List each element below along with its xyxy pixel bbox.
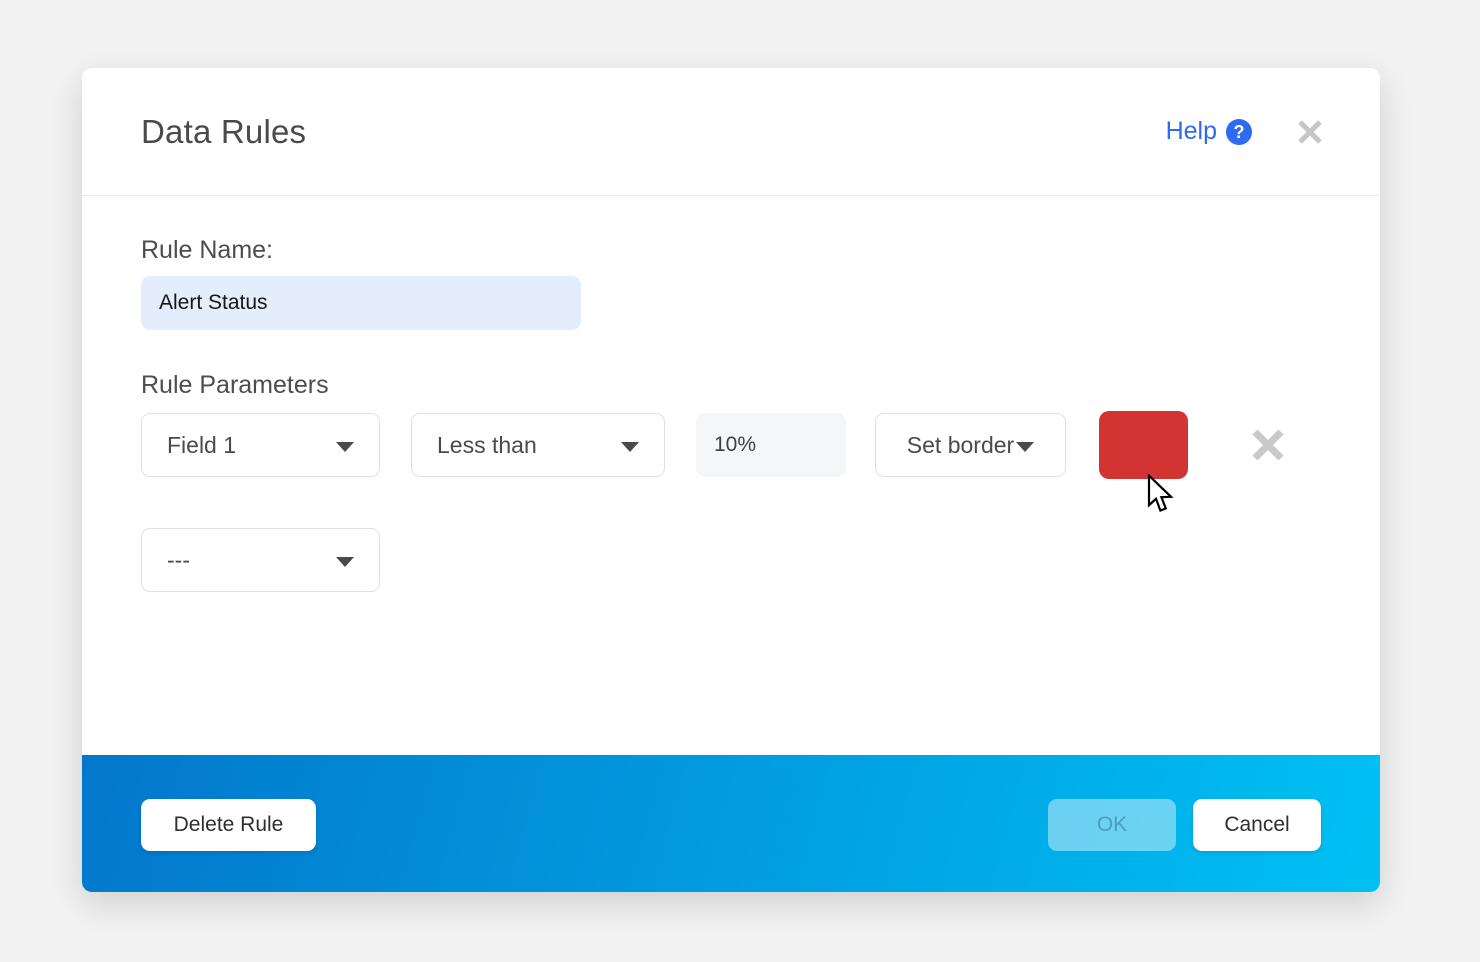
header-actions: Help ?: [1166, 116, 1326, 148]
close-icon[interactable]: [1294, 116, 1326, 148]
chevron-down-icon: [336, 556, 354, 567]
cancel-button[interactable]: Cancel: [1193, 799, 1321, 851]
field-dropdown[interactable]: Field 1: [141, 413, 380, 477]
operator-dropdown-value: Less than: [437, 431, 537, 458]
action-dropdown-value: Set border: [906, 431, 1015, 458]
chevron-down-icon: [621, 441, 639, 452]
secondary-field-dropdown[interactable]: ---: [141, 528, 380, 592]
modal-footer: Delete Rule OK Cancel: [82, 755, 1380, 892]
dialog-title: Data Rules: [141, 112, 307, 150]
rule-parameter-row: Field 1 Less than Set border: [141, 411, 1291, 479]
secondary-dropdown-value: ---: [167, 546, 190, 573]
data-rules-dialog: Data Rules Help ? Rule Name: Rule Parame…: [82, 68, 1380, 892]
dialog-header: Data Rules Help ?: [82, 68, 1380, 196]
delete-rule-button[interactable]: Delete Rule: [141, 799, 316, 851]
question-mark-circle-icon[interactable]: ?: [1226, 118, 1252, 145]
action-dropdown[interactable]: Set border: [875, 413, 1066, 477]
rule-name-input[interactable]: [141, 276, 581, 330]
threshold-input[interactable]: [696, 413, 846, 477]
help-link[interactable]: Help ?: [1166, 117, 1252, 146]
remove-rule-x-icon[interactable]: [1245, 422, 1291, 468]
field-dropdown-value: Field 1: [167, 431, 237, 458]
rule-parameters-label: Rule Parameters: [141, 371, 329, 399]
rule-name-label: Rule Name:: [141, 236, 273, 264]
ok-button[interactable]: OK: [1048, 799, 1176, 851]
chevron-down-icon: [336, 441, 354, 452]
rule-color-swatch[interactable]: [1099, 411, 1188, 479]
operator-dropdown[interactable]: Less than: [411, 413, 665, 477]
chevron-down-icon: [1016, 441, 1035, 452]
help-link-label: Help: [1165, 117, 1217, 145]
rule-parameter-row: ---: [141, 526, 380, 594]
